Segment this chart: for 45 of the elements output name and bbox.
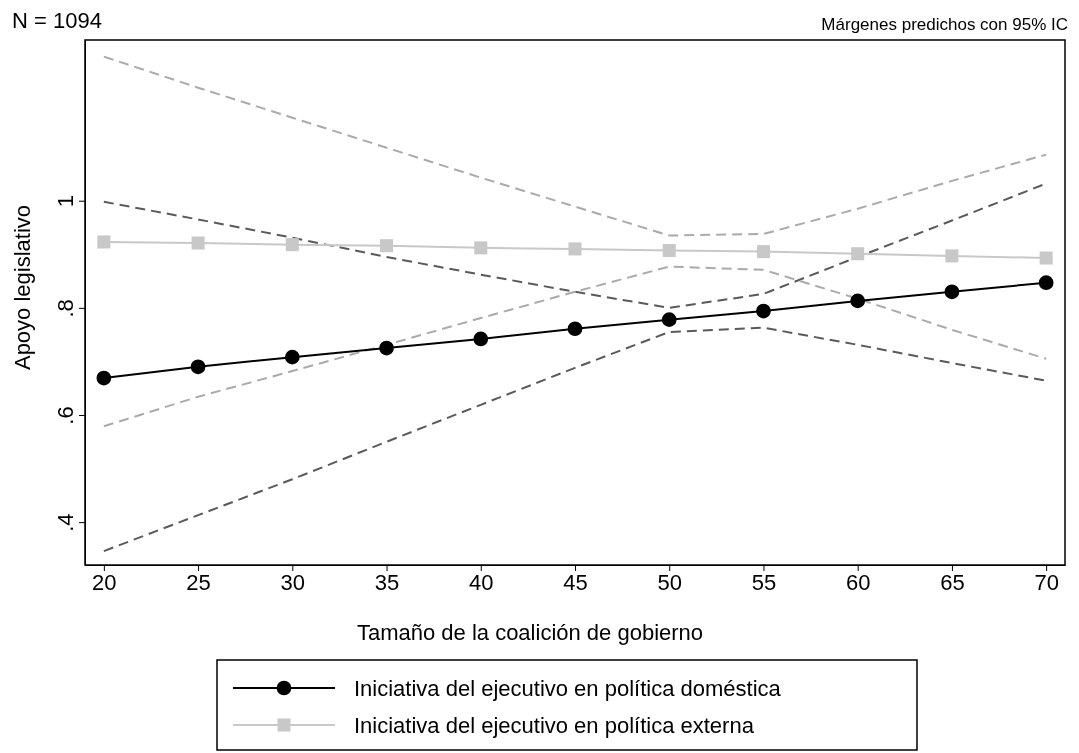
- y-tick-label: 1: [53, 195, 78, 208]
- point: [661, 312, 677, 327]
- x-axis-title: Tamaño de la coalición de gobierno: [356, 620, 704, 645]
- y-tick-label: .8: [53, 299, 78, 318]
- point: [379, 340, 394, 356]
- point: [285, 238, 299, 252]
- point: [945, 249, 959, 263]
- y-tick-label: .6: [53, 406, 78, 425]
- point: [756, 245, 770, 259]
- x-tick-label: 65: [940, 569, 965, 595]
- x-tick-label: 45: [563, 569, 588, 595]
- point: [190, 359, 206, 375]
- legend-label: Iniciativa del ejecutivo en política externa: [354, 713, 755, 738]
- point: [756, 303, 771, 319]
- text: N = 1094: [12, 8, 102, 33]
- point: [380, 239, 394, 253]
- x-tick-label: 25: [186, 569, 211, 595]
- x-tick-label: 20: [92, 569, 117, 595]
- point: [96, 370, 112, 386]
- point: [662, 244, 676, 258]
- legend-label: Iniciativa del ejecutivo en política doméstica: [354, 676, 782, 701]
- x-tick-label: 30: [280, 569, 306, 595]
- y-tick-label: .4: [53, 513, 78, 532]
- x-tick-label: 50: [657, 569, 682, 595]
- point: [851, 247, 865, 261]
- x-tick-label: 40: [469, 569, 494, 595]
- x-tick-label: 70: [1034, 569, 1059, 595]
- point: [97, 235, 111, 249]
- point: [1038, 275, 1054, 291]
- point: [191, 236, 205, 250]
- point: [473, 331, 489, 347]
- point: [850, 293, 866, 309]
- y-axis-title: Apoyo legislativo: [10, 204, 35, 371]
- x-tick-label: 35: [374, 569, 400, 595]
- line-series: [102, 265, 1048, 428]
- x-tick-label: 60: [845, 569, 871, 595]
- line-series: [102, 55, 1048, 237]
- point: [567, 321, 583, 337]
- text: Márgenes predichos con 95% IC: [821, 15, 1068, 34]
- point: [284, 349, 300, 365]
- point: [944, 284, 960, 300]
- point: [474, 241, 488, 255]
- point: [1039, 251, 1053, 265]
- x-tick-label: 55: [751, 569, 777, 595]
- point: [568, 242, 582, 256]
